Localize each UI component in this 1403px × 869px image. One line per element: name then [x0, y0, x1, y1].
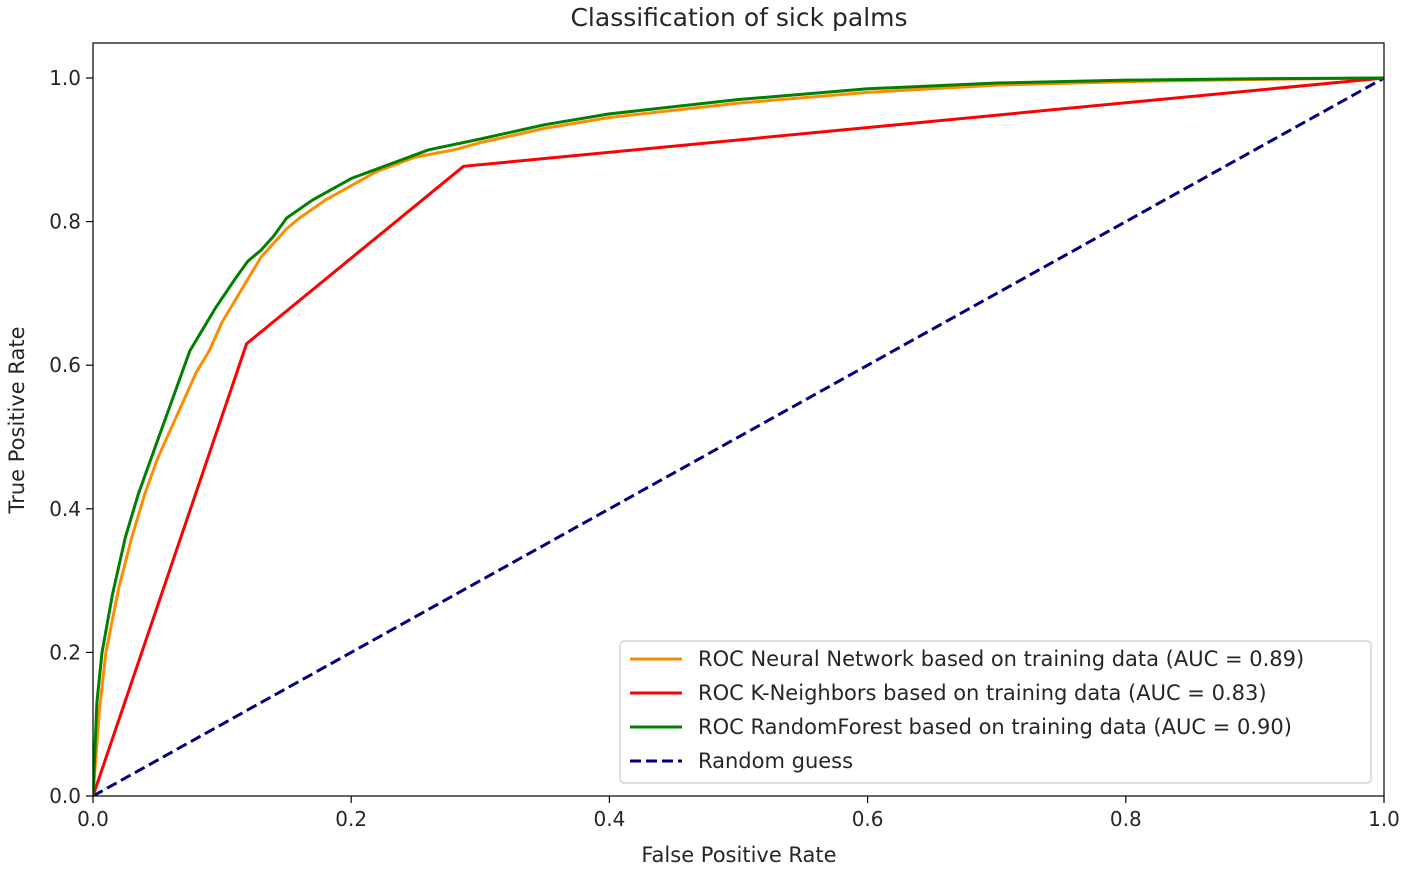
y-tick-label: 1.0	[49, 66, 81, 90]
legend-label-4: Random guess	[698, 749, 853, 773]
legend-box	[619, 640, 1372, 784]
legend-label-3: ROC RandomForest based on training data …	[698, 715, 1292, 739]
chart-title: Classification of sick palms	[570, 3, 907, 32]
y-tick-label: 0.2	[49, 640, 81, 664]
y-axis: 0.0 0.2 0.4 0.6 0.8 1.0	[49, 66, 93, 808]
series-line-4	[93, 76, 1384, 796]
y-tick-label: 0.4	[49, 497, 81, 521]
plot-frame	[92, 42, 1385, 797]
series-line-3	[93, 76, 1384, 796]
x-axis-label: False Positive Rate	[641, 843, 836, 867]
plot-area	[93, 76, 1384, 796]
series-line-2	[93, 76, 1384, 796]
x-tick-label: 0.4	[593, 807, 625, 831]
x-tick-label: 0.8	[1110, 807, 1142, 831]
y-axis-label: True Positive Rate	[5, 326, 29, 514]
x-tick-label: 0.0	[77, 807, 109, 831]
series-line-1	[93, 76, 1384, 796]
x-tick-label: 1.0	[1368, 807, 1400, 831]
x-tick-label: 0.2	[335, 807, 367, 831]
x-tick-label: 0.6	[852, 807, 884, 831]
legend-label-2: ROC K-Neighbors based on training data (…	[698, 681, 1267, 705]
y-tick-label: 0.6	[49, 353, 81, 377]
legend-label-1: ROC Neural Network based on training dat…	[698, 647, 1304, 671]
x-axis: 0.0 0.2 0.4 0.6 0.8 1.0	[77, 796, 1400, 831]
legend: ROC Neural Network based on training dat…	[619, 640, 1372, 784]
y-tick-label: 0.0	[49, 784, 81, 808]
y-tick-label: 0.8	[49, 210, 81, 234]
